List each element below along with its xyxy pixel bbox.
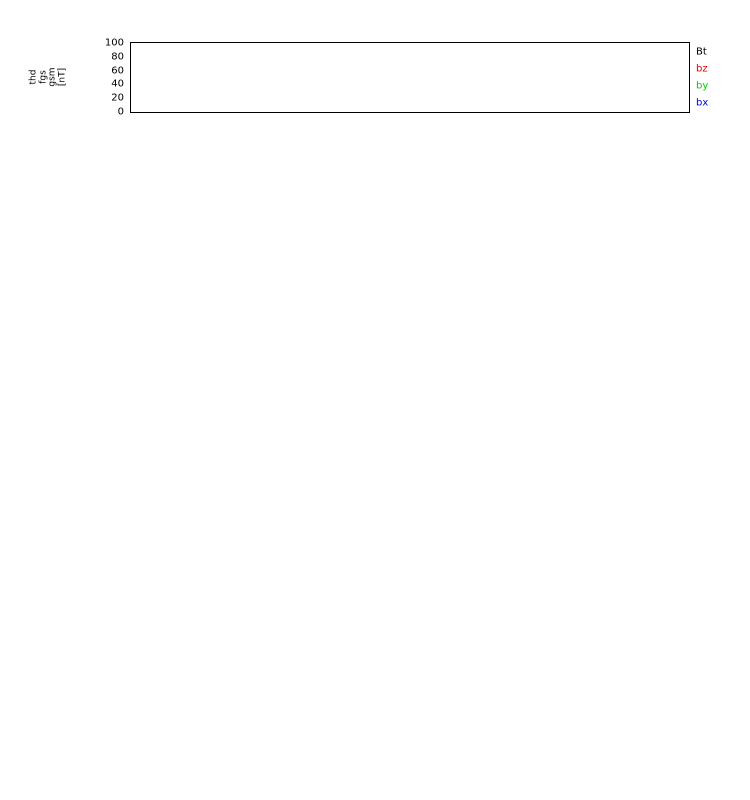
legend-entry-bx: bx <box>696 97 709 109</box>
ylabel-fgs-gsm: thd fgs gsm [nT] <box>28 34 67 119</box>
ytick-label: 80 <box>111 51 124 63</box>
ylabel-line: thd <box>28 69 38 84</box>
ylabel-line: [nT] <box>56 67 67 86</box>
yticks-fgs-gsm: 100 80 60 40 20 0 <box>78 38 124 118</box>
ytick-label: 40 <box>111 78 124 90</box>
panel-fgs-gsm <box>130 42 690 113</box>
ytick-label: 100 <box>104 37 124 49</box>
legend-entry-bt: Bt <box>696 46 707 58</box>
ylabel-line: gsm <box>47 66 57 87</box>
ytick-label: 20 <box>111 92 124 104</box>
legend-entry-bz: bz <box>696 63 708 75</box>
ytick-label: 60 <box>111 65 124 77</box>
legend-entry-by: by <box>696 80 709 92</box>
ytick-label: 0 <box>117 106 124 118</box>
